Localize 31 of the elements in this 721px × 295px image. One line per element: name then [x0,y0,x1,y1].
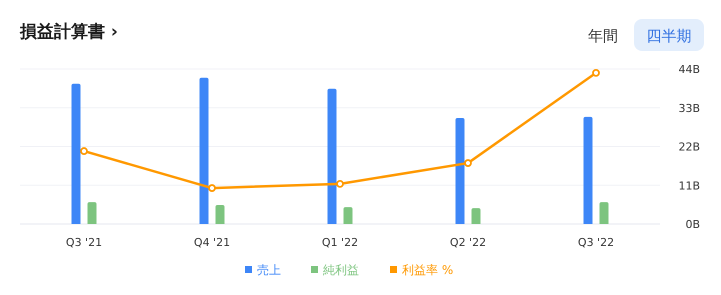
x-tick-label: Q3 '22 [578,236,614,249]
chart-title: 損益計算書 › [19,22,118,42]
x-tick-label: Q4 '21 [194,236,230,249]
bar [216,204,224,224]
x-tick-label: Q1 '22 [322,236,358,249]
y-tick-label: 11B [678,179,700,192]
bar [600,202,608,224]
point [464,159,472,167]
bar [200,78,208,224]
bar [72,84,80,224]
text: 年間 [588,27,618,45]
text: 四半期 [646,27,692,45]
y-tick-label: 0B [685,218,700,231]
legend-label: 純利益 [323,263,359,277]
point [336,180,344,188]
point [592,68,600,77]
x-tick-label: Q2 '22 [450,236,486,249]
legend-label: 売上 [257,263,281,277]
x-tick-label: Q3 '21 [66,236,102,249]
bar [456,118,464,224]
y-tick-label: 44B [678,63,700,76]
point [80,147,88,155]
bar [472,208,480,224]
bar [584,116,592,224]
bar [344,207,352,224]
legend-label: 利益率 % [402,263,454,277]
point [208,184,216,192]
bar [88,202,96,224]
y-tick-label: 22B [678,140,700,154]
bar [328,88,336,224]
y-tick-label: 33B [678,102,700,115]
